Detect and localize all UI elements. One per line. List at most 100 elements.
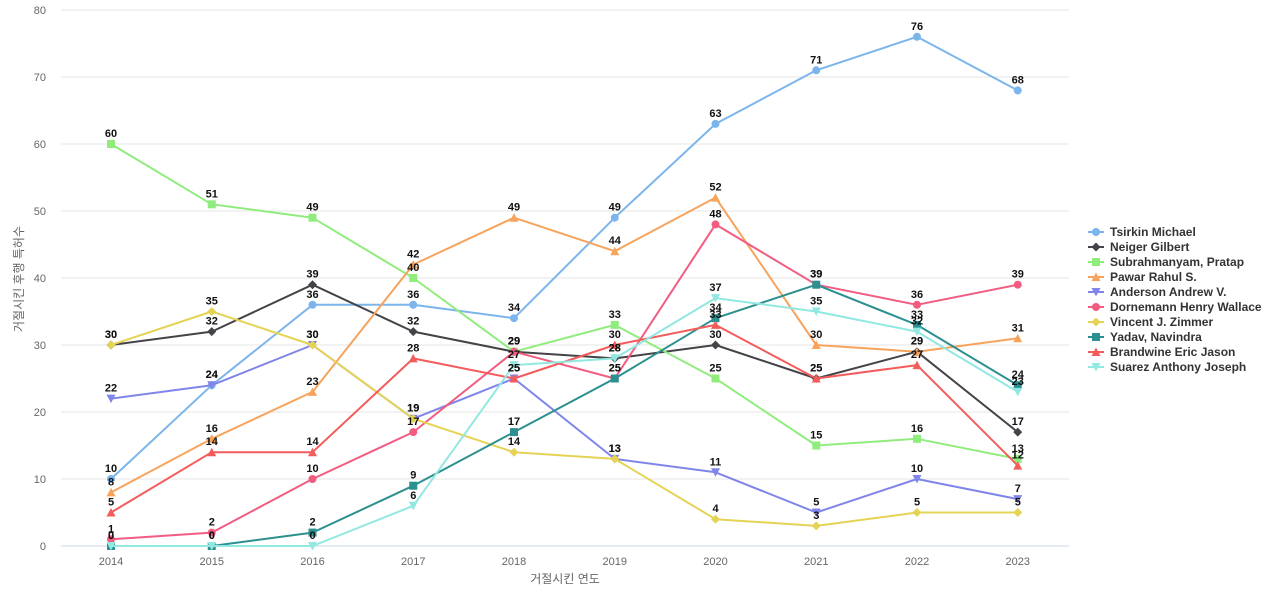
data-label: 35 [810, 296, 822, 308]
data-label: 29 [911, 336, 923, 348]
data-label: 12 [1012, 450, 1024, 462]
data-label: 30 [105, 329, 117, 341]
legend-item[interactable]: Suarez Anthony Joseph [1088, 359, 1262, 374]
data-point [711, 314, 720, 323]
data-point [913, 320, 921, 329]
data-label: 14 [508, 436, 521, 448]
data-point [107, 535, 115, 544]
legend-item[interactable]: Anderson Andrew V. [1088, 284, 1262, 299]
data-point [811, 508, 821, 517]
legend-label: Pawar Rahul S. [1110, 269, 1197, 284]
x-axis-title: 거절시킨 연도 [530, 572, 600, 586]
data-point [408, 353, 418, 363]
series-6 [106, 307, 1023, 531]
data-label: 48 [709, 208, 721, 220]
data-point [509, 374, 519, 383]
data-label: 33 [609, 309, 621, 321]
data-label: 3 [813, 510, 819, 522]
x-tick-label: 2019 [603, 556, 627, 568]
legend-item[interactable]: Vincent J. Zimmer [1088, 314, 1262, 329]
legend-item[interactable]: Yadav, Navindra [1088, 329, 1262, 344]
data-point [912, 475, 922, 484]
data-label: 76 [911, 21, 923, 33]
data-label: 10 [105, 463, 117, 475]
series-line [110, 35, 1019, 480]
data-label: 30 [105, 329, 117, 341]
legend-label: Tsirkin Michael [1110, 224, 1196, 239]
data-label: 40 [407, 262, 419, 274]
legend-symbol [1088, 287, 1104, 296]
data-point [207, 200, 216, 209]
data-point [408, 260, 418, 269]
data-point [510, 314, 518, 323]
legend-item[interactable]: Pawar Rahul S. [1088, 269, 1262, 284]
data-point [1013, 86, 1022, 95]
data-point [409, 300, 418, 309]
data-label: 30 [306, 329, 318, 341]
data-point [610, 354, 620, 363]
legend-symbol [1088, 227, 1104, 236]
data-label: 29 [508, 336, 520, 348]
legend-item[interactable]: Brandwine Eric Jason [1088, 344, 1262, 359]
data-point [409, 274, 418, 282]
data-label: 7 [1015, 483, 1021, 495]
data-label: 25 [810, 363, 822, 375]
data-label: 44 [609, 235, 622, 247]
data-label: 27 [911, 349, 923, 361]
data-label: 0 [209, 530, 215, 542]
legend-item[interactable]: Neiger Gilbert [1088, 239, 1262, 254]
legend-label: Anderson Andrew V. [1110, 284, 1227, 299]
data-label: 52 [709, 182, 721, 194]
y-tick-label: 10 [34, 474, 46, 486]
data-point [711, 468, 720, 477]
data-label: 49 [508, 202, 520, 214]
y-tick-label: 80 [34, 5, 46, 17]
x-tick-label: 2020 [703, 556, 727, 568]
data-point [711, 374, 720, 383]
data-label: 5 [914, 497, 920, 509]
data-label: 60 [105, 128, 117, 140]
x-tick-label: 2016 [300, 556, 324, 568]
data-point [711, 514, 720, 524]
data-label: 14 [306, 436, 319, 448]
data-label: 22 [105, 383, 117, 395]
legend-symbol [1088, 272, 1104, 281]
data-point [106, 542, 116, 551]
data-point [509, 447, 519, 457]
data-label: 31 [1012, 322, 1024, 334]
data-point [308, 447, 317, 457]
data-point [408, 501, 418, 511]
data-point [610, 320, 619, 329]
series-lines [106, 32, 1023, 551]
series-9 [106, 294, 1023, 551]
data-label: 4 [712, 503, 719, 515]
data-point [610, 246, 620, 256]
data-label: 27 [508, 349, 520, 361]
legend: Tsirkin Michael Neiger Gilbert Subrahmanya… [1088, 224, 1262, 374]
data-label: 36 [306, 289, 318, 301]
legend-item[interactable]: Tsirkin Michael [1088, 224, 1262, 239]
data-point [913, 300, 921, 309]
legend-symbol [1088, 332, 1104, 341]
data-label: 19 [407, 403, 419, 415]
data-point [106, 508, 116, 517]
legend-symbol [1088, 317, 1104, 326]
y-tick-label: 60 [34, 139, 46, 151]
data-label: 25 [810, 363, 822, 375]
series-line [111, 283, 1019, 547]
data-point [308, 280, 317, 290]
data-point [1013, 280, 1022, 289]
data-label: 30 [306, 329, 318, 341]
series-4 [106, 341, 1023, 517]
data-label: 19 [407, 403, 419, 415]
legend-item[interactable]: Dornemann Henry Wallace [1088, 299, 1262, 314]
data-label: 2 [209, 517, 215, 529]
data-point [509, 213, 519, 222]
data-point [308, 475, 317, 483]
legend-marker [1092, 332, 1100, 341]
legend-marker [1091, 347, 1101, 356]
data-label: 23 [1012, 376, 1024, 388]
data-label: 39 [810, 269, 822, 281]
legend-item[interactable]: Subrahmanyam, Pratap [1088, 254, 1262, 269]
data-point [811, 340, 821, 349]
